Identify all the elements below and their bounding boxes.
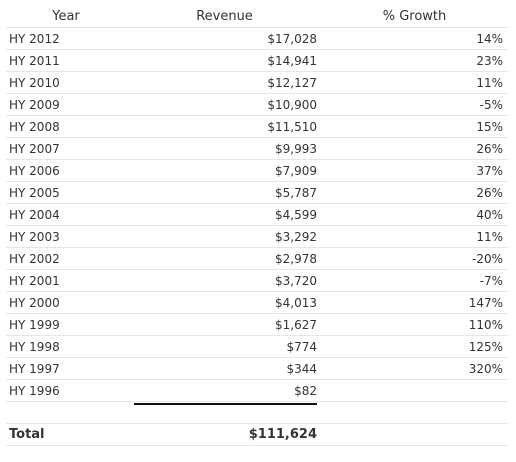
total-label: Total: [9, 427, 45, 442]
cell-revenue: $9,993: [275, 142, 317, 156]
cell-year: HY 2009: [9, 98, 60, 112]
cell-growth: 125%: [468, 340, 503, 354]
cell-growth: 26%: [476, 186, 503, 200]
cell-year: HY 2007: [9, 142, 60, 156]
cell-revenue: $344: [286, 362, 317, 376]
cell-revenue: $10,900: [267, 98, 317, 112]
cell-growth: 15%: [476, 120, 503, 134]
revenue-table: Year Revenue % Growth HY 2012 $17,028 14% H…: [6, 5, 508, 446]
table-row: HY 1997 $344 320%: [6, 358, 508, 380]
cell-growth: 147%: [468, 296, 503, 310]
sum-separator-row: [6, 402, 508, 424]
cell-year: HY 1997: [9, 362, 60, 376]
cell-year: HY 1999: [9, 318, 60, 332]
column-header-growth: % Growth: [382, 9, 447, 24]
cell-revenue: $4,599: [275, 208, 317, 222]
cell-revenue: $14,941: [267, 54, 317, 68]
column-header-revenue: Revenue: [196, 9, 253, 24]
cell-year: HY 1998: [9, 340, 60, 354]
cell-growth: 40%: [476, 208, 503, 222]
cell-growth: 11%: [476, 76, 503, 90]
cell-growth: 14%: [476, 32, 503, 46]
table-row: HY 2006 $7,909 37%: [6, 160, 508, 182]
cell-revenue: $12,127: [267, 76, 317, 90]
cell-year: HY 2001: [9, 274, 60, 288]
cell-revenue: $3,720: [275, 274, 317, 288]
cell-year: HY 2004: [9, 208, 60, 222]
cell-growth: 37%: [476, 164, 503, 178]
cell-revenue: $11,510: [267, 120, 317, 134]
table-row: HY 2012 $17,028 14%: [6, 28, 508, 50]
cell-year: HY 1996: [9, 384, 60, 398]
cell-revenue: $2,978: [275, 252, 317, 266]
table-row: HY 2010 $12,127 11%: [6, 72, 508, 94]
cell-year: HY 2002: [9, 252, 60, 266]
table-row: HY 2005 $5,787 26%: [6, 182, 508, 204]
table-row: HY 2000 $4,013 147%: [6, 292, 508, 314]
cell-revenue: $5,787: [275, 186, 317, 200]
cell-growth: 320%: [468, 362, 503, 376]
cell-growth: -7%: [479, 274, 503, 288]
cell-revenue: $1,627: [275, 318, 317, 332]
table-body: HY 2012 $17,028 14% HY 2011 $14,941 23% HY 201…: [6, 28, 508, 402]
cell-revenue: $17,028: [267, 32, 317, 46]
table-row: HY 2003 $3,292 11%: [6, 226, 508, 248]
cell-year: HY 2012: [9, 32, 60, 46]
total-revenue: $111,624: [248, 427, 317, 442]
total-row: Total $111,624: [6, 424, 508, 446]
table-row: HY 2004 $4,599 40%: [6, 204, 508, 226]
cell-year: HY 2008: [9, 120, 60, 134]
cell-revenue: $7,909: [275, 164, 317, 178]
column-header-year: Year: [52, 9, 80, 24]
table-row: HY 2007 $9,993 26%: [6, 138, 508, 160]
cell-revenue: $4,013: [275, 296, 317, 310]
cell-year: HY 2006: [9, 164, 60, 178]
cell-growth: 110%: [468, 318, 503, 332]
cell-growth: -5%: [479, 98, 503, 112]
table-row: HY 2008 $11,510 15%: [6, 116, 508, 138]
table-row: HY 2001 $3,720 -7%: [6, 270, 508, 292]
cell-revenue: $774: [286, 340, 317, 354]
cell-growth: 23%: [476, 54, 503, 68]
cell-growth: 26%: [476, 142, 503, 156]
cell-revenue: $3,292: [275, 230, 317, 244]
table-row: HY 1998 $774 125%: [6, 336, 508, 358]
cell-year: HY 2000: [9, 296, 60, 310]
cell-year: HY 2011: [9, 54, 60, 68]
cell-revenue: $82: [294, 384, 317, 398]
cell-year: HY 2003: [9, 230, 60, 244]
table-row: HY 1996 $82: [6, 380, 508, 402]
table-row: HY 2009 $10,900 -5%: [6, 94, 508, 116]
table-row: HY 2011 $14,941 23%: [6, 50, 508, 72]
cell-year: HY 2005: [9, 186, 60, 200]
cell-growth: -20%: [471, 252, 503, 266]
cell-year: HY 2010: [9, 76, 60, 90]
table-header-row: Year Revenue % Growth: [6, 5, 508, 28]
table-row: HY 2002 $2,978 -20%: [6, 248, 508, 270]
table-row: HY 1999 $1,627 110%: [6, 314, 508, 336]
sum-underline: [134, 403, 317, 405]
cell-growth: 11%: [476, 230, 503, 244]
